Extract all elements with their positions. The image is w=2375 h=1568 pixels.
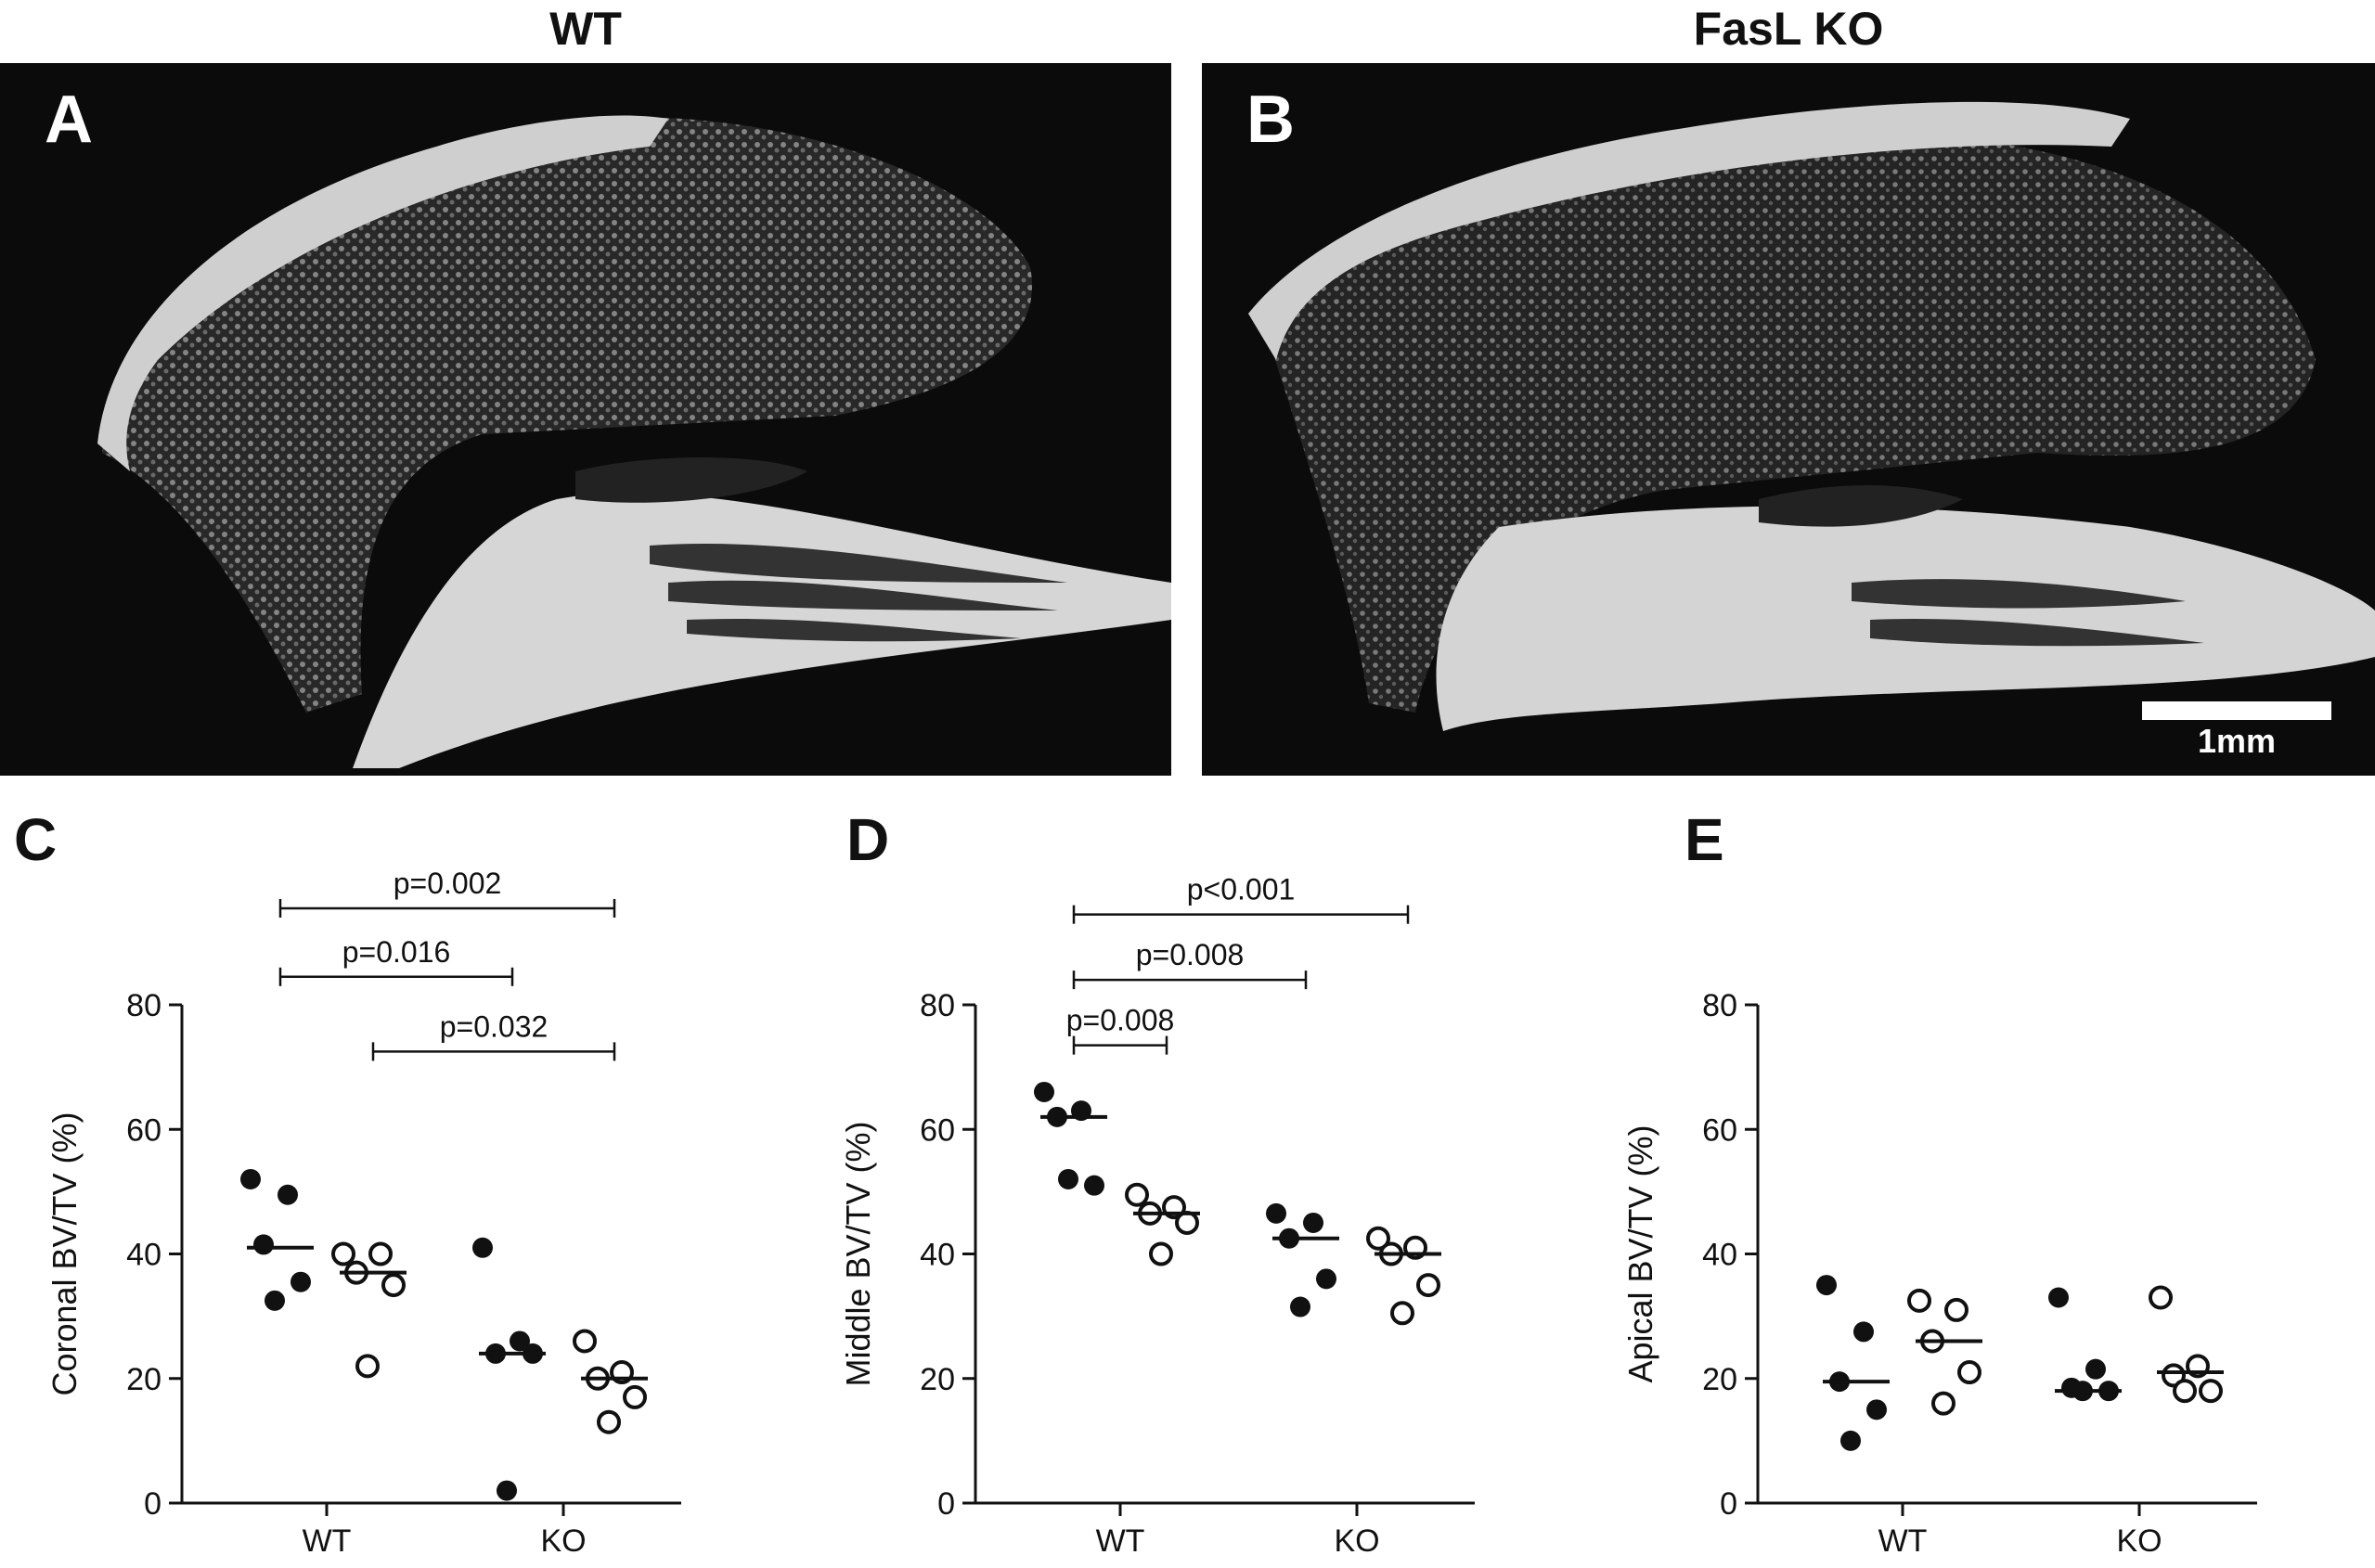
data-point-open	[381, 1273, 406, 1298]
data-point-open	[623, 1384, 647, 1409]
data-point-filled	[497, 1480, 517, 1501]
data-point-filled	[2048, 1287, 2069, 1308]
data-point-open	[1125, 1182, 1149, 1207]
data-point-open	[597, 1409, 621, 1434]
y-tick-label: 0	[144, 1486, 161, 1522]
p-value-label: p=0.032	[440, 1009, 549, 1043]
data-point-filled	[253, 1234, 274, 1255]
data-point-filled	[265, 1290, 285, 1311]
p-value-label: p=0.008	[1066, 1004, 1175, 1037]
data-point-open	[1957, 1360, 1981, 1385]
data-point-open	[1149, 1241, 1173, 1266]
y-tick-label: 60	[920, 1112, 955, 1148]
data-point-filled	[278, 1184, 298, 1205]
p-value-label: p<0.001	[1187, 873, 1296, 906]
panel-label-e: E	[1684, 806, 1724, 873]
x-tick-label: KO	[2116, 1523, 2162, 1559]
data-point-open	[1944, 1297, 1968, 1322]
bone-scan-wt	[97, 115, 1171, 768]
scale-bar	[2142, 701, 2331, 720]
y-tick-label: 60	[1702, 1112, 1737, 1148]
y-axis-label: Middle BV/TV (%)	[839, 1121, 877, 1386]
data-point-open	[2149, 1285, 2173, 1310]
data-point-open	[1931, 1391, 1956, 1416]
data-point-filled	[1840, 1430, 1861, 1451]
scale-bar-label: 1mm	[2197, 722, 2277, 760]
chart-apical-bvtv: 0 20 40 60 80 WT KO Apical BV/TV (%)	[1621, 988, 2257, 1559]
panel-label-a: A	[45, 83, 93, 157]
data-point-filled	[1084, 1175, 1104, 1196]
data-point-open	[1416, 1273, 1440, 1298]
data-point-open	[1390, 1301, 1414, 1326]
data-point-open	[1907, 1288, 1931, 1313]
y-tick-label: 0	[937, 1486, 955, 1522]
data-point-filled	[1266, 1202, 1286, 1224]
y-tick-label: 20	[126, 1362, 161, 1397]
data-point-filled	[1853, 1321, 1874, 1343]
chart-coronal-bvtv: 0 20 40 60 80 WT KO Coronal BV/TV (%) p=0.002 p=0…	[45, 867, 681, 1559]
data-point-filled	[1816, 1275, 1837, 1296]
p-value-label: p=0.008	[1136, 938, 1245, 971]
data-point-filled	[1058, 1168, 1078, 1189]
panel-label-d: D	[846, 806, 890, 873]
header-wt: WT	[549, 3, 622, 55]
x-tick-label: WT	[1096, 1523, 1145, 1559]
y-axis-label: Apical BV/TV (%)	[1621, 1125, 1659, 1382]
x-tick-label: WT	[1878, 1523, 1928, 1559]
x-tick-label: WT	[303, 1523, 352, 1559]
data-point-open	[1366, 1226, 1390, 1251]
data-point-filled	[1316, 1268, 1336, 1290]
bone-scan-fasl-ko	[1248, 101, 2375, 731]
x-tick-label: KO	[540, 1523, 586, 1559]
y-tick-label: 20	[1702, 1362, 1737, 1397]
data-point-filled	[1034, 1081, 1054, 1102]
y-tick-label: 40	[920, 1238, 955, 1273]
y-tick-label: 20	[920, 1362, 955, 1397]
y-tick-label: 40	[1702, 1238, 1737, 1273]
data-point-open	[573, 1329, 597, 1354]
y-tick-label: 80	[126, 988, 161, 1023]
header-fasl-ko: FasL KO	[1693, 3, 1884, 55]
data-point-filled	[240, 1168, 261, 1189]
y-tick-label: 40	[126, 1238, 161, 1273]
data-point-filled	[290, 1271, 311, 1292]
p-value-label: p=0.002	[394, 867, 502, 900]
data-point-open	[355, 1354, 380, 1379]
data-point-filled	[2085, 1358, 2106, 1380]
data-point-open	[2162, 1363, 2186, 1388]
data-point-filled	[472, 1237, 493, 1258]
microct-image-fasl-ko: B 1mm	[1202, 63, 2375, 776]
microct-image-wt: A	[0, 63, 1171, 776]
panel-label-c: C	[14, 806, 58, 873]
data-point-open	[1175, 1210, 1199, 1235]
y-tick-label: 80	[920, 988, 955, 1023]
data-point-open	[331, 1241, 355, 1266]
y-tick-label: 0	[1720, 1486, 1737, 1522]
panel-label-b: B	[1246, 83, 1295, 157]
data-point-filled	[1303, 1212, 1323, 1233]
y-axis-label: Coronal BV/TV (%)	[45, 1112, 84, 1395]
data-point-filled	[1866, 1399, 1887, 1420]
data-point-filled	[510, 1330, 530, 1352]
data-point-filled	[1290, 1296, 1310, 1317]
chart-middle-bvtv: 0 20 40 60 80 WT KO Middle BV/TV (%) p<0.001 p=0.…	[839, 873, 1475, 1559]
y-tick-label: 60	[126, 1112, 161, 1148]
p-value-label: p=0.016	[342, 935, 451, 969]
data-point-open	[368, 1241, 393, 1266]
data-point-open	[2199, 1379, 2223, 1404]
x-tick-label: KO	[1334, 1523, 1379, 1559]
data-point-open	[2173, 1379, 2197, 1404]
y-tick-label: 80	[1702, 988, 1737, 1023]
